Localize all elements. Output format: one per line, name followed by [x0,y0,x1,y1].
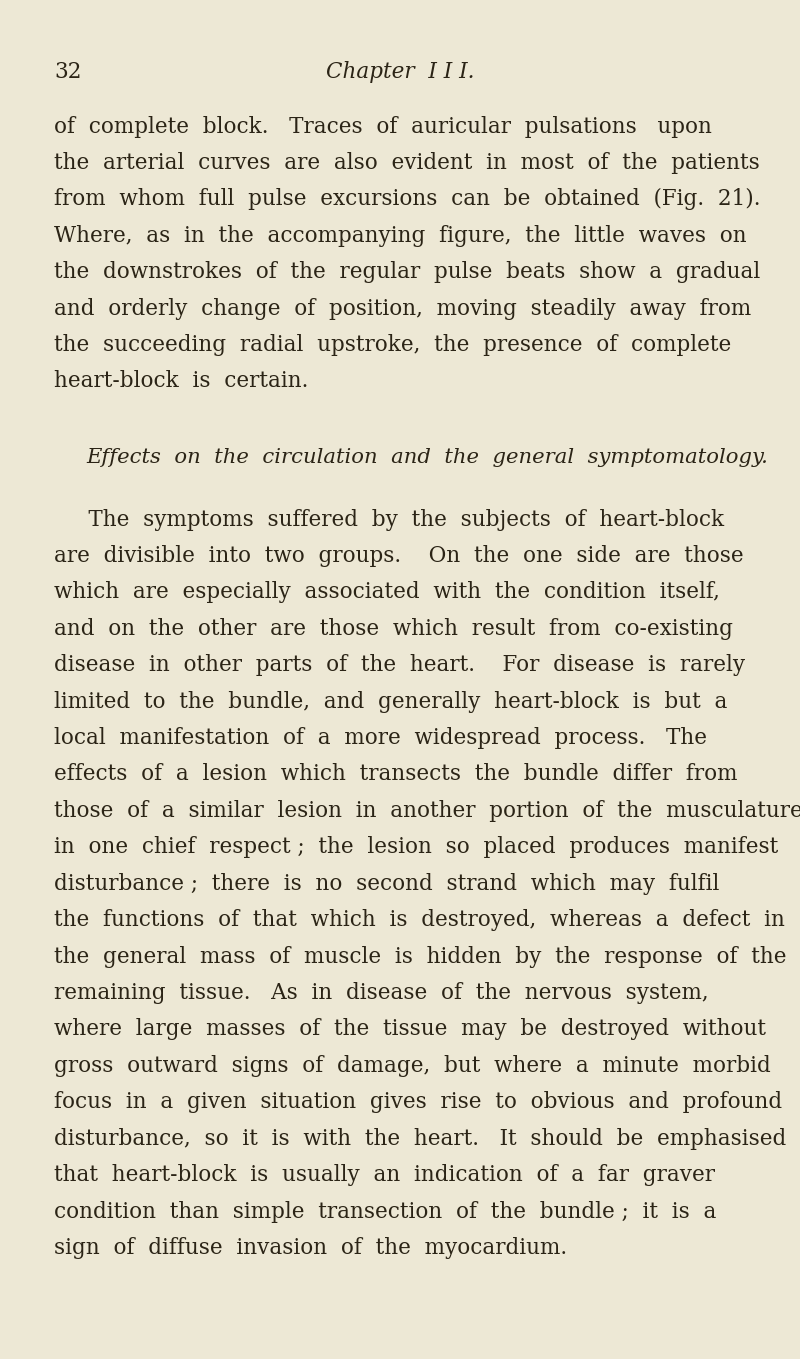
Text: condition  than  simple  transection  of  the  bundle ;  it  is  a: condition than simple transection of the… [54,1200,717,1223]
Text: limited  to  the  bundle,  and  generally  heart-block  is  but  a: limited to the bundle, and generally hea… [54,690,728,712]
Text: focus  in  a  given  situation  gives  rise  to  obvious  and  profound: focus in a given situation gives rise to… [54,1091,782,1113]
Text: are  divisible  into  two  groups.    On  the  one  side  are  those: are divisible into two groups. On the on… [54,545,744,567]
Text: from  whom  full  pulse  excursions  can  be  obtained  (Fig.  21).: from whom full pulse excursions can be o… [54,189,761,211]
Text: which  are  especially  associated  with  the  condition  itself,: which are especially associated with the… [54,582,720,603]
Text: the  functions  of  that  which  is  destroyed,  whereas  a  defect  in: the functions of that which is destroyed… [54,909,786,931]
Text: gross  outward  signs  of  damage,  but  where  a  minute  morbid: gross outward signs of damage, but where… [54,1055,771,1076]
Text: disturbance,  so  it  is  with  the  heart.   It  should  be  emphasised: disturbance, so it is with the heart. It… [54,1128,786,1150]
Text: the  succeeding  radial  upstroke,  the  presence  of  complete: the succeeding radial upstroke, the pres… [54,334,732,356]
Text: in  one  chief  respect ;  the  lesion  so  placed  produces  manifest: in one chief respect ; the lesion so pla… [54,836,778,859]
Text: Effects  on  the  circulation  and  the  general  symptomatology.: Effects on the circulation and the gener… [86,447,768,466]
Text: The  symptoms  suffered  by  the  subjects  of  heart-block: The symptoms suffered by the subjects of… [54,508,725,530]
Text: of  complete  block.   Traces  of  auricular  pulsations   upon: of complete block. Traces of auricular p… [54,116,712,137]
Text: the  general  mass  of  muscle  is  hidden  by  the  response  of  the: the general mass of muscle is hidden by … [54,946,787,968]
Text: remaining  tissue.   As  in  disease  of  the  nervous  system,: remaining tissue. As in disease of the n… [54,983,709,1004]
Text: the  arterial  curves  are  also  evident  in  most  of  the  patients: the arterial curves are also evident in … [54,152,760,174]
Text: effects  of  a  lesion  which  transects  the  bundle  differ  from: effects of a lesion which transects the … [54,764,738,786]
Text: and  on  the  other  are  those  which  result  from  co-existing: and on the other are those which result … [54,618,734,640]
Text: sign  of  diffuse  invasion  of  the  myocardium.: sign of diffuse invasion of the myocardi… [54,1237,567,1258]
Text: Chapter  I I I.: Chapter I I I. [326,61,474,83]
Text: disease  in  other  parts  of  the  heart.    For  disease  is  rarely: disease in other parts of the heart. For… [54,654,746,677]
Text: local  manifestation  of  a  more  widespread  process.   The: local manifestation of a more widespread… [54,727,707,749]
Text: and  orderly  change  of  position,  moving  steadily  away  from: and orderly change of position, moving s… [54,298,752,319]
Text: that  heart-block  is  usually  an  indication  of  a  far  graver: that heart-block is usually an indicatio… [54,1165,715,1186]
Text: Where,  as  in  the  accompanying  figure,  the  little  waves  on: Where, as in the accompanying figure, th… [54,224,747,247]
Text: the  downstrokes  of  the  regular  pulse  beats  show  a  gradual: the downstrokes of the regular pulse bea… [54,261,761,283]
Text: 32: 32 [54,61,82,83]
Text: those  of  a  similar  lesion  in  another  portion  of  the  musculature: those of a similar lesion in another por… [54,800,800,822]
Text: heart-block  is  certain.: heart-block is certain. [54,371,309,393]
Text: disturbance ;  there  is  no  second  strand  which  may  fulfil: disturbance ; there is no second strand … [54,872,720,894]
Text: where  large  masses  of  the  tissue  may  be  destroyed  without: where large masses of the tissue may be … [54,1018,766,1041]
